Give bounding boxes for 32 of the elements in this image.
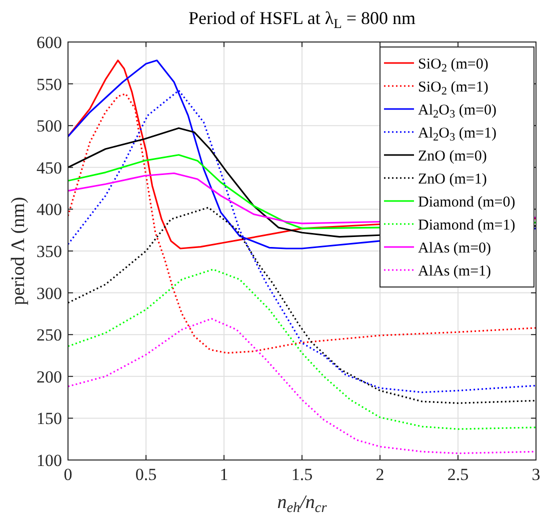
legend-label: AlAs (m=0) bbox=[418, 240, 492, 256]
x-tick-label: 3 bbox=[532, 465, 540, 484]
x-tick-label: 0 bbox=[64, 465, 72, 484]
legend-label: Al$_{2}$O$_{3}$ (m=0) bbox=[418, 102, 496, 120]
y-tick-label: 100 bbox=[36, 450, 62, 470]
legend-label: SiO$_{2}$ (m=0) bbox=[418, 56, 488, 74]
y-tick-label: 600 bbox=[36, 32, 62, 52]
legend-label: ZnO (m=1) bbox=[418, 171, 487, 188]
y-tick-label: 300 bbox=[36, 284, 62, 303]
y-tick-label: 450 bbox=[36, 158, 62, 178]
chart-title: Period of HSFL at λ$_{L}$ = 800 nm bbox=[188, 8, 416, 30]
legend-label: Diamond (m=0) bbox=[418, 194, 516, 210]
legend-label: AlAs (m=1) bbox=[418, 263, 492, 280]
y-tick-label: 500 bbox=[36, 116, 62, 136]
legend-label: ZnO (m=0) bbox=[418, 148, 487, 164]
x-tick-label: 2.5 bbox=[447, 465, 469, 484]
x-tick-label: 1.5 bbox=[291, 465, 313, 484]
x-tick-label: 1 bbox=[220, 465, 228, 484]
y-tick-label: 200 bbox=[36, 367, 62, 386]
y-axis-title: period Λ (nm) bbox=[8, 196, 29, 306]
y-tick-label: 150 bbox=[36, 409, 62, 428]
legend-label: Al$_{2}$O$_{3}$ (m=1) bbox=[418, 125, 496, 143]
y-tick-label: 250 bbox=[36, 326, 62, 345]
legend-label: SiO$_{2}$ (m=1) bbox=[418, 79, 488, 97]
y-tick-label: 550 bbox=[36, 74, 62, 94]
line-series bbox=[68, 318, 536, 454]
x-axis-title: n$_{eh}$/n$_{cr}$ bbox=[277, 492, 328, 516]
legend-label: Diamond (m=1) bbox=[418, 217, 516, 234]
x-tick-label: 2 bbox=[376, 465, 384, 484]
x-tick-label: 0.5 bbox=[135, 465, 157, 484]
y-tick-label: 400 bbox=[36, 200, 62, 220]
y-tick-label: 350 bbox=[36, 242, 62, 261]
